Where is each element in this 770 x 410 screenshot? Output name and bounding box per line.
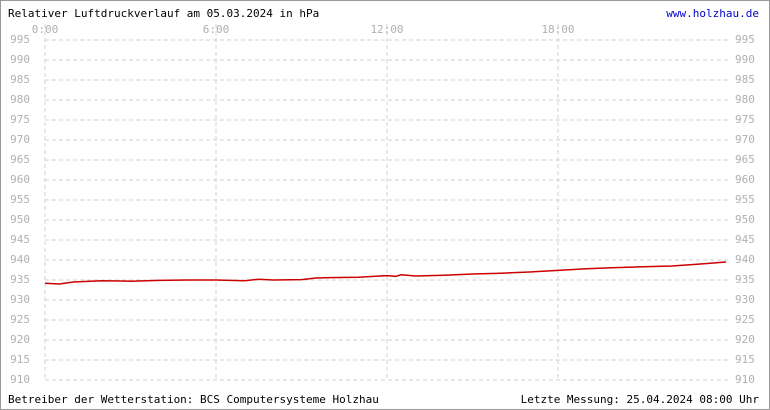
y-tick-label-right: 955 — [735, 193, 755, 206]
x-tick-label: 12:00 — [370, 23, 403, 36]
link[interactable]: www.holzhau.de — [666, 7, 759, 20]
y-tick-label-right: 950 — [735, 213, 755, 226]
y-tick-label-right: 945 — [735, 233, 755, 246]
y-tick-label: 960 — [10, 173, 30, 186]
y-tick-label-right: 915 — [735, 353, 755, 366]
footer-right: Letzte Messung: 25.04.2024 08:00 Uhr — [521, 393, 760, 406]
y-tick-label: 920 — [10, 333, 30, 346]
y-tick-label: 915 — [10, 353, 30, 366]
y-tick-label: 940 — [10, 253, 30, 266]
y-tick-label-right: 910 — [735, 373, 755, 386]
x-tick-label: 6:00 — [203, 23, 230, 36]
y-tick-label: 955 — [10, 193, 30, 206]
y-tick-label: 975 — [10, 113, 30, 126]
x-tick-label: 18:00 — [541, 23, 574, 36]
y-tick-label: 935 — [10, 273, 30, 286]
y-tick-label-right: 970 — [735, 133, 755, 146]
y-tick-label: 980 — [10, 93, 30, 106]
y-tick-label-right: 990 — [735, 53, 755, 66]
y-tick-label-right: 925 — [735, 313, 755, 326]
y-tick-label-right: 920 — [735, 333, 755, 346]
y-tick-label-right: 980 — [735, 93, 755, 106]
y-tick-label: 995 — [10, 33, 30, 46]
y-tick-label-right: 965 — [735, 153, 755, 166]
y-tick-label: 950 — [10, 213, 30, 226]
y-tick-label-right: 985 — [735, 73, 755, 86]
y-tick-label: 965 — [10, 153, 30, 166]
x-tick-label: 0:00 — [32, 23, 59, 36]
y-tick-label: 985 — [10, 73, 30, 86]
y-tick-label-right: 975 — [735, 113, 755, 126]
y-tick-label-right: 960 — [735, 173, 755, 186]
data-line — [44, 261, 727, 285]
y-tick-label: 990 — [10, 53, 30, 66]
chart-title: Relativer Luftdruckverlauf am 05.03.2024… — [8, 7, 319, 20]
y-tick-label-right: 995 — [735, 33, 755, 46]
y-tick-label: 930 — [10, 293, 30, 306]
y-tick-label: 970 — [10, 133, 30, 146]
y-tick-label-right: 930 — [735, 293, 755, 306]
y-tick-label-right: 940 — [735, 253, 755, 266]
y-tick-label: 910 — [10, 373, 30, 386]
y-tick-label: 925 — [10, 313, 30, 326]
y-tick-label-right: 935 — [735, 273, 755, 286]
footer-left: Betreiber der Wetterstation: BCS Compute… — [8, 393, 379, 406]
y-tick-label: 945 — [10, 233, 30, 246]
